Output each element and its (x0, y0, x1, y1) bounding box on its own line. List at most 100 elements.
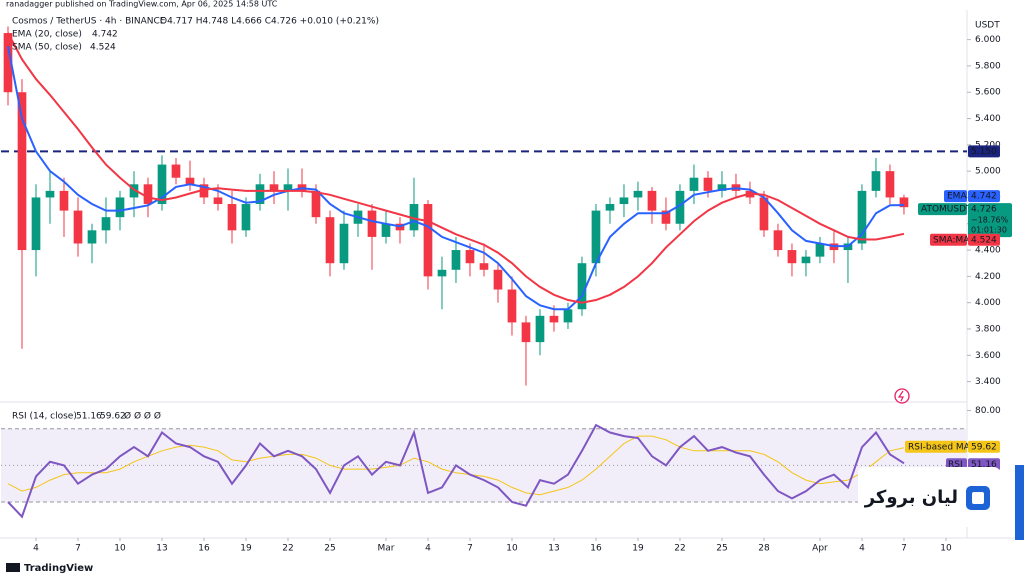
symbol-title: Cosmos / TetherUS · 4h · BINANCE (12, 17, 166, 27)
level-tag (968, 145, 1000, 158)
price-pane: 3.4003.6003.8004.0004.2004.4004.6004.800… (1, 26, 1012, 387)
candle-body (31, 197, 41, 251)
axis-tag-box (968, 233, 1000, 246)
y-tick-label: 5.400 (975, 114, 1001, 124)
x-tick-label: 7 (467, 544, 473, 554)
candle-body (171, 164, 181, 178)
x-tick-label: 22 (282, 544, 293, 554)
ma-line (7, 32, 905, 304)
x-tick-label: 4 (33, 544, 39, 554)
candle-body (563, 309, 573, 323)
candle-body (885, 171, 895, 198)
axis-tag-box (905, 440, 967, 453)
watermark-logo-inner (972, 492, 984, 504)
candle-body (535, 315, 545, 343)
axis-tag-box (968, 440, 1000, 453)
legend-value: 4.524 (90, 43, 116, 53)
x-tick-label: 25 (716, 544, 727, 554)
bar-countdown: 01:01:30 (971, 226, 1007, 235)
y-tick-label: 4.400 (975, 246, 1001, 256)
candle-body (465, 250, 475, 264)
rsi-line (7, 423, 905, 519)
candle-body (129, 184, 139, 198)
candle-body (73, 210, 83, 244)
alert-icon[interactable] (894, 388, 910, 404)
ohlc-values: O4.717 H4.748 L4.666 C4.726 +0.010 (+0.2… (160, 17, 379, 27)
candle-body (59, 190, 69, 211)
axis-tag-box (968, 190, 1000, 203)
published-note: ranadagger published on TradingView.com,… (6, 0, 278, 9)
candle-body (801, 256, 811, 264)
candle-body (157, 164, 167, 205)
candle-body (437, 269, 447, 277)
x-tick-label: 10 (114, 544, 126, 554)
legend-value: 51.16 (76, 412, 102, 422)
y-tick-label: 4.200 (975, 272, 1001, 282)
y-tick-label: 3.400 (975, 377, 1001, 387)
candle-body (507, 289, 517, 323)
candle-body (787, 250, 797, 264)
candle-body (521, 322, 531, 343)
candle-body (549, 315, 559, 323)
candle-body (241, 204, 251, 231)
candle-body (3, 33, 13, 93)
candle-body (577, 263, 587, 310)
axis-tag-box (944, 190, 967, 203)
candle-body (661, 210, 671, 224)
candle-body (647, 190, 657, 211)
candle-body (115, 197, 125, 218)
watermark-box (858, 467, 1000, 527)
x-tick-label: Mar (377, 544, 394, 554)
candle-body (367, 210, 377, 237)
x-tick-label: 28 (758, 544, 770, 554)
candle-body (185, 177, 195, 185)
candle-body (381, 223, 391, 237)
candle-body (213, 197, 223, 205)
last-price-box (968, 203, 1012, 238)
candle-body (17, 92, 27, 251)
legend-name: EMA (20, close) (12, 30, 82, 40)
candle-body (675, 190, 685, 224)
last-change: −18.76% (971, 216, 1009, 225)
y-tick-label: 6.000 (975, 35, 1001, 45)
watermark-text: لیان بروکر (864, 487, 958, 508)
candle-body (815, 243, 825, 257)
side-strip (1015, 465, 1024, 540)
y-tick-label: 5.800 (975, 61, 1001, 71)
x-tick-label: 16 (590, 544, 602, 554)
candle-body (451, 250, 461, 270)
brand-logo (6, 563, 20, 572)
candle-body (493, 269, 503, 290)
candle-body (311, 190, 321, 218)
candle-body (591, 210, 601, 264)
axis-tag-text: 51.16 (971, 460, 997, 470)
y-tick-label: 3.600 (975, 351, 1001, 361)
candle-body (633, 190, 643, 198)
candle-body (325, 217, 335, 264)
axis-tag-text: EMA (947, 192, 967, 202)
axis-tag-text: RSI (948, 460, 963, 470)
axis-tag-box (918, 203, 967, 216)
candle-body (87, 230, 97, 244)
legend-value: 59.62 (100, 412, 126, 422)
axis-tag-text: 4.524 (971, 235, 997, 245)
candle-body (255, 184, 265, 205)
y-tick-label: 5.200 (975, 140, 1001, 150)
axis-tag-text: SMA:MA (933, 235, 970, 245)
axis-tag-box (930, 233, 967, 246)
axis-tag-text: ATOMUSDT (921, 205, 972, 215)
candle-body (871, 171, 881, 191)
brand-name: TradingView (24, 563, 93, 574)
watermark: لیان بروکر (858, 467, 1000, 527)
candle-body (899, 197, 909, 208)
currency-label: USDT (975, 21, 1000, 31)
x-tick-label: 22 (674, 544, 685, 554)
x-tick-label: 4 (859, 544, 865, 554)
x-tick-label: 16 (198, 544, 210, 554)
x-tick-label: 19 (632, 544, 644, 554)
legend-name: SMA (50, close) (12, 43, 82, 53)
alert-icon-bolt (897, 390, 904, 402)
y-tick-label: 5.600 (975, 88, 1001, 98)
